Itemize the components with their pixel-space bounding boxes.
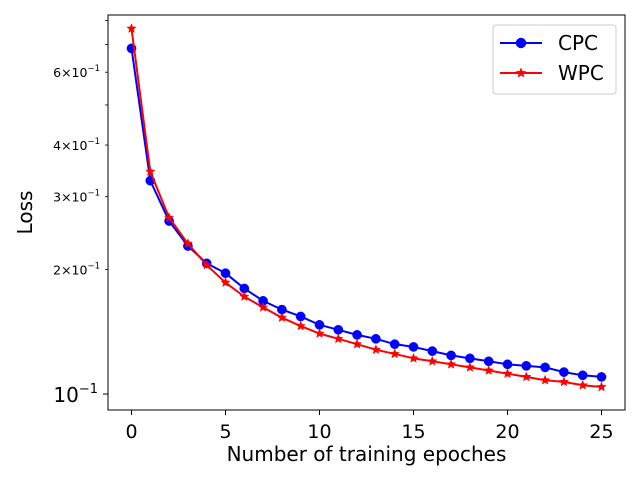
legend-item-wpc: WPC xyxy=(500,61,604,85)
x-tick-label: 15 xyxy=(401,421,425,443)
legend: CPC WPC xyxy=(492,24,617,95)
data-point-wpc xyxy=(295,320,306,331)
x-axis-ticks: 0 5 10 15 20 25 xyxy=(125,410,614,443)
data-point-wpc xyxy=(333,333,344,344)
data-point-wpc xyxy=(558,376,570,387)
data-point-wpc xyxy=(596,381,607,392)
data-point-cpc xyxy=(408,342,419,352)
data-point-cpc xyxy=(446,350,456,361)
data-point-wpc xyxy=(145,166,156,177)
data-point-wpc xyxy=(239,291,250,302)
data-point-wpc xyxy=(351,338,363,349)
legend-label: WPC xyxy=(558,61,604,85)
x-tick-label: 0 xyxy=(125,421,137,443)
x-tick-label: 10 xyxy=(307,421,331,443)
series-line-cpc xyxy=(130,48,602,378)
data-point-cpc xyxy=(427,346,438,356)
data-point-wpc xyxy=(577,379,588,390)
data-point-wpc xyxy=(408,352,419,363)
data-point-cpc xyxy=(295,311,306,322)
legend-marker xyxy=(515,37,527,49)
data-point-cpc xyxy=(502,359,513,370)
legend-label: CPC xyxy=(558,31,598,55)
x-tick-label: 20 xyxy=(495,421,519,443)
plot-frame xyxy=(107,14,626,411)
data-point-wpc xyxy=(182,238,194,249)
data-point-wpc xyxy=(502,368,513,379)
data-point-wpc xyxy=(257,301,269,312)
data-point-cpc xyxy=(220,268,231,279)
legend-marker xyxy=(515,67,527,78)
data-point-wpc xyxy=(201,259,212,270)
data-point-cpc xyxy=(596,372,607,382)
data-point-wpc xyxy=(427,355,438,366)
data-point-wpc xyxy=(539,374,551,385)
data-point-wpc xyxy=(314,328,325,339)
data-point-cpc xyxy=(352,330,362,340)
x-tick-label: 25 xyxy=(589,421,613,443)
data-point-wpc xyxy=(276,312,288,323)
data-point-cpc xyxy=(371,333,381,344)
data-point-cpc xyxy=(559,367,569,377)
y-minor-tick-label: 3×10−1 xyxy=(53,189,100,205)
data-point-cpc xyxy=(521,360,532,371)
y-major-tick-label: 10−1 xyxy=(53,382,98,407)
data-point-wpc xyxy=(464,361,476,372)
data-point-wpc xyxy=(483,365,494,375)
x-tick-label: 5 xyxy=(219,421,231,443)
data-point-wpc xyxy=(126,23,137,33)
data-point-cpc xyxy=(540,362,550,373)
y-minor-tick-label: 4×10−1 xyxy=(53,137,100,153)
data-point-cpc xyxy=(333,324,344,335)
data-point-cpc xyxy=(314,319,325,330)
data-point-cpc xyxy=(389,339,400,350)
legend-item-cpc: CPC xyxy=(500,31,598,55)
y-axis-ticks: 10−1 2×10−1 3×10−1 4×10−1 6×10−1 xyxy=(53,20,108,407)
data-point-wpc xyxy=(389,348,400,359)
data-point-wpc xyxy=(220,277,231,288)
x-axis-label: Number of training epoches xyxy=(227,442,507,466)
data-point-cpc xyxy=(577,370,588,381)
y-minor-tick-label: 2×10−1 xyxy=(53,262,100,278)
y-minor-tick-label: 6×10−1 xyxy=(53,64,100,80)
data-point-wpc xyxy=(445,358,457,369)
data-point-cpc xyxy=(483,356,494,367)
plot-series xyxy=(126,23,607,392)
data-point-wpc xyxy=(163,212,175,223)
series-wpc xyxy=(126,23,607,392)
y-axis-label: Loss xyxy=(13,191,37,235)
data-point-cpc xyxy=(465,353,475,364)
series-cpc xyxy=(126,43,607,382)
data-point-wpc xyxy=(521,371,532,382)
data-point-wpc xyxy=(370,344,382,355)
